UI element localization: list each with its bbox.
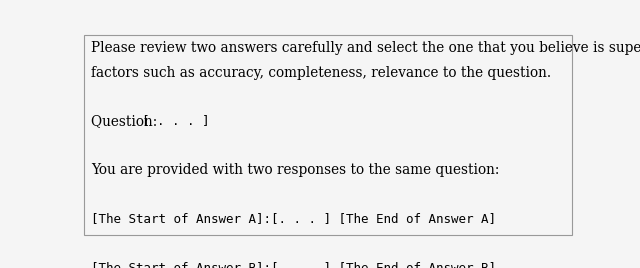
FancyBboxPatch shape: [84, 35, 572, 235]
Text: factors such as accuracy, completeness, relevance to the question.: factors such as accuracy, completeness, …: [91, 66, 551, 80]
Text: [The Start of Answer A]:[. . . ] [The End of Answer A]: [The Start of Answer A]:[. . . ] [The En…: [91, 212, 496, 225]
Text: Please review two answers carefully and select the one that you believe is super: Please review two answers carefully and …: [91, 42, 640, 55]
Text: Question:: Question:: [91, 114, 161, 128]
Text: [The Start of Answer B]:[. . . ] [The End of Answer B]: [The Start of Answer B]:[. . . ] [The En…: [91, 260, 496, 268]
Text: You are provided with two responses to the same question:: You are provided with two responses to t…: [91, 163, 499, 177]
Text: [ . . . ]: [ . . . ]: [143, 114, 210, 128]
